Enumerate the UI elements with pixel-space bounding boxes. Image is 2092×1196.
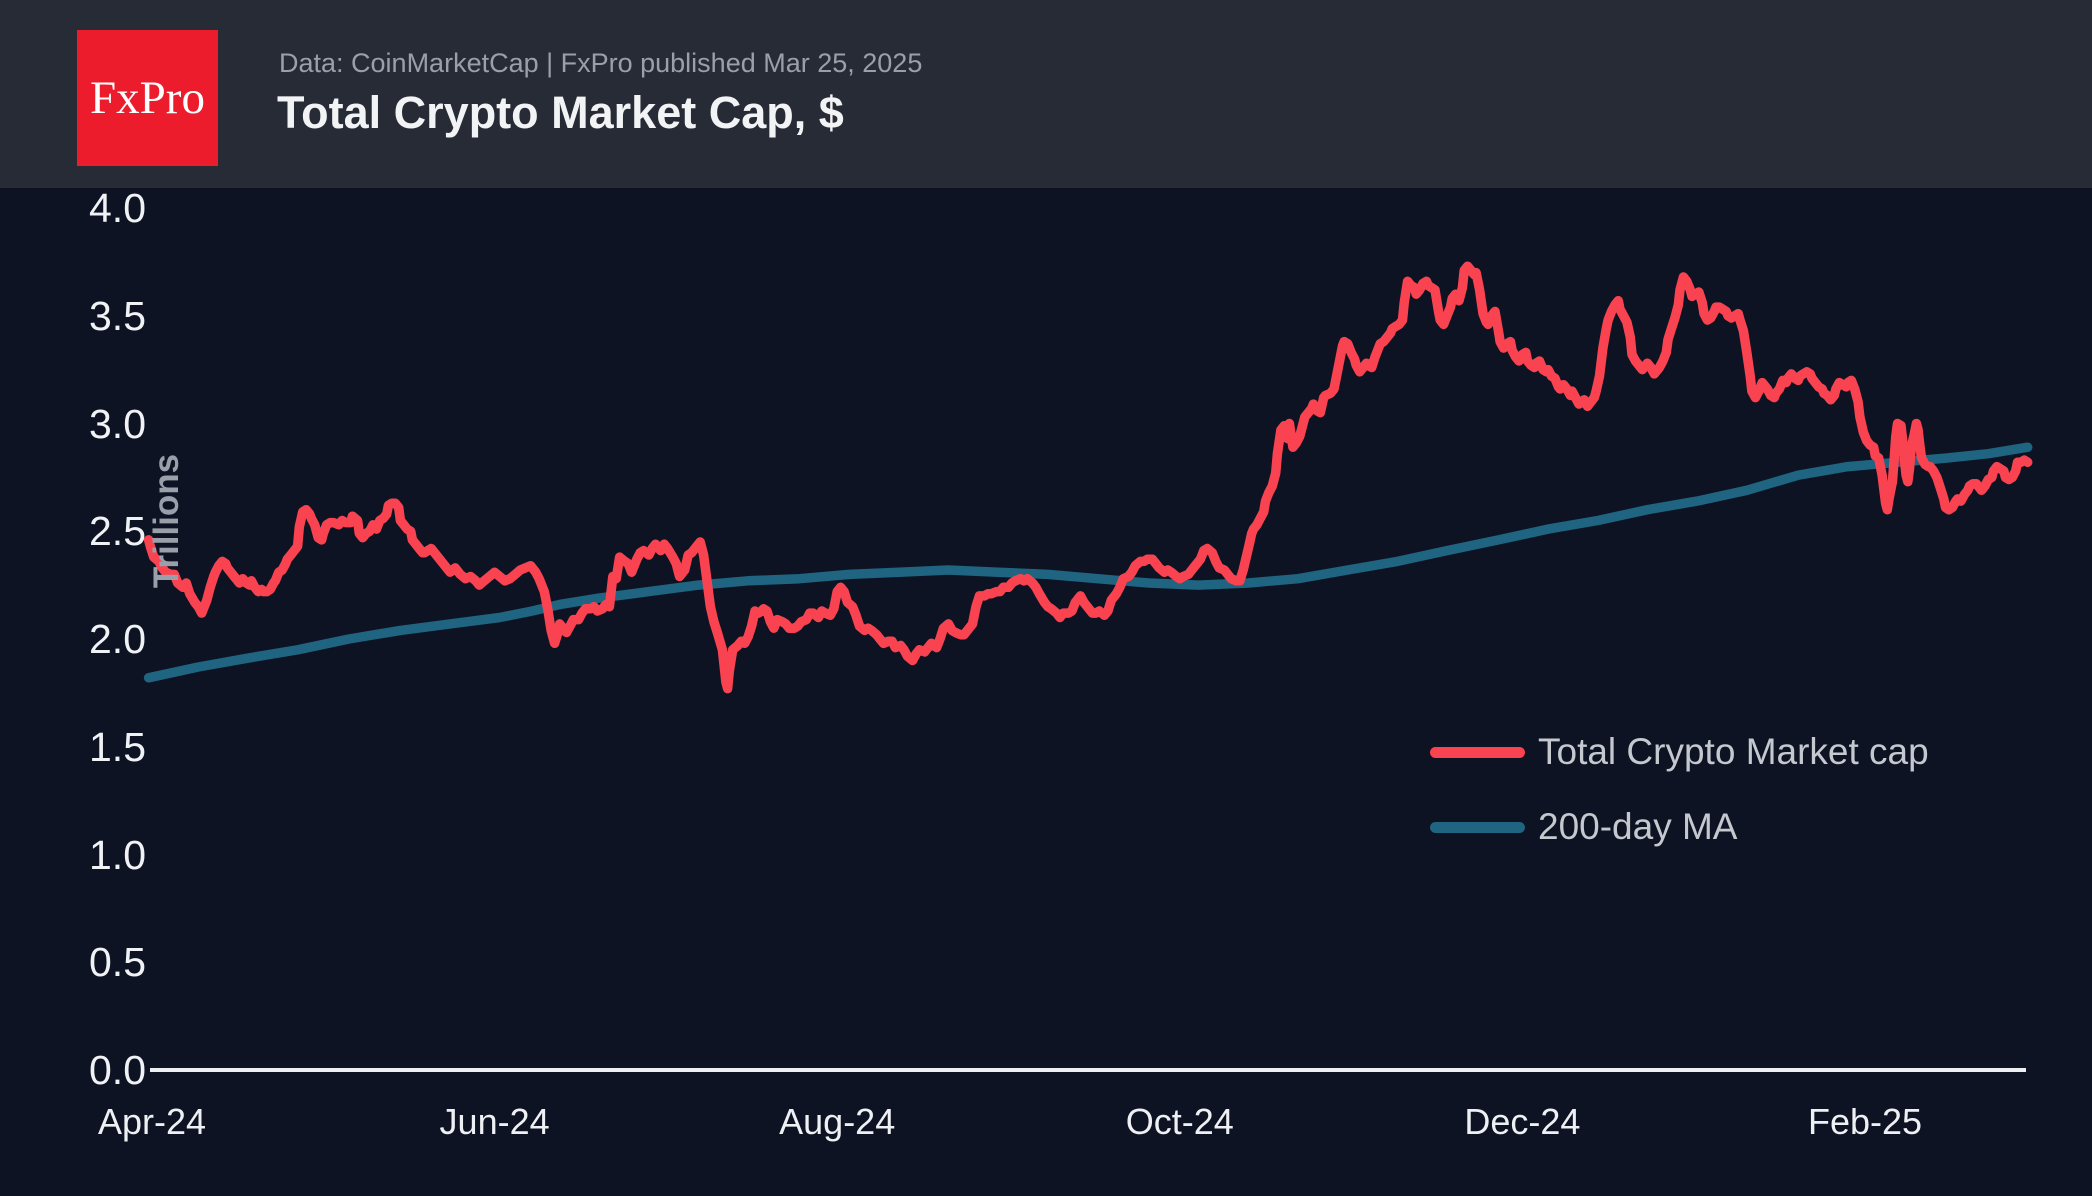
x-tick-label: Aug-24 (779, 1101, 896, 1142)
y-axis-unit-label: Trillions (147, 453, 186, 589)
series-line-total-crypto-market-cap (143, 261, 2033, 694)
x-tick-label: Jun-24 (439, 1101, 550, 1142)
x-tick-label: Feb-25 (1807, 1101, 1923, 1142)
x-tick-label: Apr-24 (97, 1101, 207, 1142)
series-line-200-day-ma (143, 442, 2033, 683)
header-bar: FxPro Data: CoinMarketCap | FxPro publis… (0, 0, 2092, 188)
y-tick-label: 3.0 (89, 400, 146, 447)
y-tick-label: 0.0 (89, 1047, 146, 1093)
fxpro-logo-text: FxPro (90, 72, 205, 124)
chart-title: Total Crypto Market Cap, $ (277, 87, 844, 138)
y-tick-label: 3.5 (89, 292, 146, 339)
x-tick-label: Oct-24 (1125, 1101, 1234, 1142)
y-tick-label: 1.5 (89, 723, 146, 770)
legend-line-swatch-icon (1430, 746, 1525, 758)
legend: Total Crypto Market cap 200-day MA (1430, 728, 1929, 878)
x-tick-label: Dec-24 (1464, 1101, 1581, 1142)
legend-label: Total Crypto Market cap (1538, 731, 1929, 772)
fxpro-logo: FxPro (77, 30, 218, 166)
plot-area: 4.0 3.5 3.0 2.5 2.0 1.5 1.0 0.5 0.0 Apr-24 Jun-24… (0, 185, 2092, 1196)
legend-item-200-day-ma: 200-day MA (1430, 803, 1929, 851)
legend-item-total-crypto-market-cap: Total Crypto Market cap (1430, 728, 1929, 776)
legend-line-swatch-icon (1430, 821, 1525, 833)
legend-label: 200-day MA (1538, 806, 1738, 847)
y-tick-label: 2.0 (89, 616, 146, 662)
source-caption: Data: CoinMarketCap | FxPro published Ma… (279, 48, 923, 78)
y-tick-label: 4.0 (89, 185, 146, 231)
y-tick-label: 2.5 (89, 508, 146, 555)
y-tick-label: 0.5 (89, 939, 146, 986)
chart-canvas (143, 261, 2033, 1072)
y-tick-label: 1.0 (89, 831, 146, 878)
